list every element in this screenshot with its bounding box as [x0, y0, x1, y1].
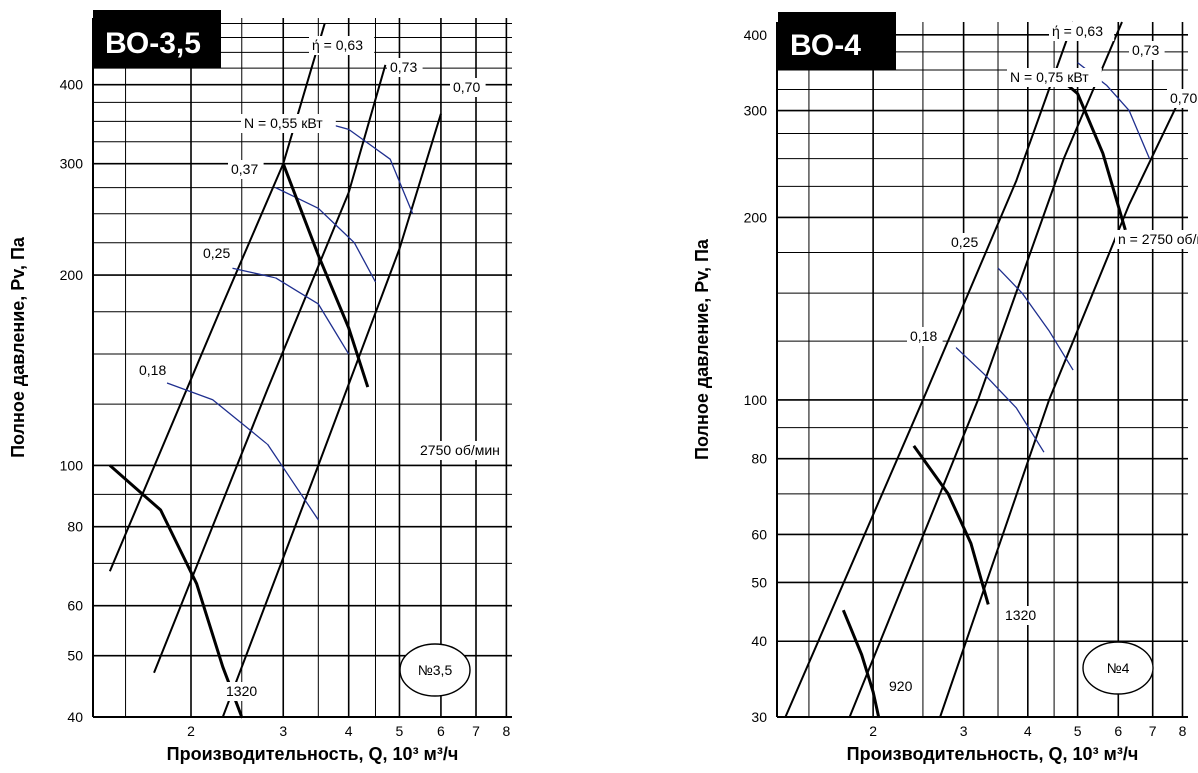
curve-label-bg — [907, 327, 943, 346]
curve-label: ή = 0,63 — [312, 37, 363, 53]
curve-label: 0,70 — [1170, 90, 1197, 106]
y-tick-label: 80 — [751, 451, 767, 467]
series-speed-curve — [281, 163, 370, 388]
x-tick-label: 4 — [1024, 723, 1032, 739]
y-axis-title: Полное давление, Pv, Па — [692, 238, 712, 460]
series-speed-curve — [108, 464, 244, 718]
curve-label: 0,25 — [203, 245, 230, 261]
x-tick-label: 5 — [1074, 723, 1082, 739]
x-tick-label: 2 — [869, 723, 877, 739]
curve-label: N = 0,75 кВт — [1010, 69, 1089, 85]
series-efficiency-curve — [108, 23, 326, 572]
x-tick-label: 8 — [502, 723, 510, 739]
x-tick-label: 8 — [1179, 723, 1187, 739]
curve-label-bg — [387, 58, 423, 77]
curve-label-bg — [1167, 89, 1198, 108]
series-efficiency-curve — [784, 21, 1075, 718]
curve-label: 0,37 — [231, 161, 258, 177]
y-tick-label: 60 — [67, 598, 83, 614]
curve-label: 0,18 — [910, 328, 937, 344]
curve-label: 1320 — [226, 683, 257, 699]
curve-label-bg — [1049, 22, 1115, 41]
x-tick-label: 3 — [279, 723, 287, 739]
model-number-label: №4 — [1107, 660, 1130, 676]
y-tick-label: 30 — [751, 709, 767, 725]
series-efficiency-curve — [848, 21, 1123, 718]
curve-label: 920 — [889, 678, 913, 694]
y-tick-label: 200 — [744, 209, 768, 225]
y-tick-label: 400 — [744, 27, 768, 43]
curve-label-bg — [241, 114, 336, 133]
x-tick-label: 2 — [187, 723, 195, 739]
curve-label-bg — [450, 78, 486, 97]
y-tick-label: 50 — [751, 574, 767, 590]
series-efficiency-curve — [939, 93, 1184, 718]
curve-label-bg — [228, 160, 264, 179]
model-number-badge — [1082, 641, 1154, 695]
y-tick-label: 50 — [67, 648, 83, 664]
x-tick-label: 7 — [472, 723, 480, 739]
series-power-curve — [275, 187, 377, 283]
chart-2: 2 3 4 5 6 7 8 30 40 50 60 80 100 200 300 400 ή = 0,63 0,7… — [692, 12, 1198, 764]
y-tick-label: 100 — [60, 457, 84, 473]
curve-label: 0,18 — [139, 362, 166, 378]
series-power-curve — [166, 382, 319, 521]
y-tick-label: 300 — [60, 156, 84, 172]
curve-label: 0,25 — [951, 234, 978, 250]
curve-label: N = 0,55 кВт — [244, 115, 323, 131]
model-number-badge — [399, 643, 471, 697]
title-badge — [778, 12, 896, 70]
series-power-curve — [955, 347, 1045, 453]
x-tick-label: 4 — [345, 723, 353, 739]
curve-label-bg — [1002, 606, 1038, 625]
curve-label-bg — [886, 677, 915, 696]
curve-label-bg — [1007, 68, 1102, 87]
x-tick-label: 5 — [396, 723, 404, 739]
series-speed-curve — [841, 609, 881, 718]
model-number-label: №3,5 — [418, 662, 453, 678]
x-tick-label: 6 — [1114, 723, 1122, 739]
curve-label: 0,73 — [390, 59, 417, 75]
series-speed-curve — [912, 444, 990, 605]
y-tick-label: 100 — [744, 392, 768, 408]
curve-label: 0,73 — [1132, 42, 1159, 58]
y-tick-label: 40 — [67, 709, 83, 725]
curve-label-bg — [417, 441, 505, 460]
x-axis-title: Производительность, Q, 10³ м³/ч — [167, 744, 459, 764]
y-tick-label: 60 — [751, 526, 767, 542]
curve-label: 0,70 — [453, 79, 480, 95]
curve-label: 2750 об/мин — [420, 442, 500, 458]
y-tick-label: 40 — [751, 633, 767, 649]
curve-label: 1320 — [1005, 607, 1036, 623]
curve-label-bg — [223, 682, 259, 701]
x-tick-label: 7 — [1149, 723, 1157, 739]
x-tick-label: 6 — [437, 723, 445, 739]
y-tick-label: 300 — [744, 103, 768, 119]
curve-label-bg — [200, 244, 236, 263]
x-axis-title: Производительность, Q, 10³ м³/ч — [847, 744, 1139, 764]
curve-label-bg — [948, 233, 984, 252]
series-power-curve — [997, 267, 1074, 371]
chart-1: 2 3 4 5 6 7 8 40 50 60 80 100 200 300 400 ή = 0,63 0,73 0… — [8, 10, 512, 764]
series-efficiency-curve — [153, 64, 387, 674]
curve-label-bg — [309, 36, 375, 55]
curve-label: n = 2750 об/мин — [1118, 231, 1198, 247]
curve-label-bg — [1129, 41, 1165, 60]
curve-label-bg — [136, 361, 172, 380]
y-axis-title: Полное давление, Pv, Па — [8, 236, 28, 458]
chart-title: ВО-4 — [790, 29, 861, 62]
y-tick-label: 400 — [60, 77, 84, 93]
curve-label: ή = 0,63 — [1052, 23, 1103, 39]
y-tick-label: 200 — [60, 267, 84, 283]
y-tick-label: 80 — [67, 519, 83, 535]
chart-title: ВО-3,5 — [105, 27, 201, 60]
title-badge — [93, 10, 221, 68]
curve-label-bg — [1115, 230, 1198, 249]
series-power-curve — [232, 267, 350, 355]
x-tick-label: 3 — [960, 723, 968, 739]
